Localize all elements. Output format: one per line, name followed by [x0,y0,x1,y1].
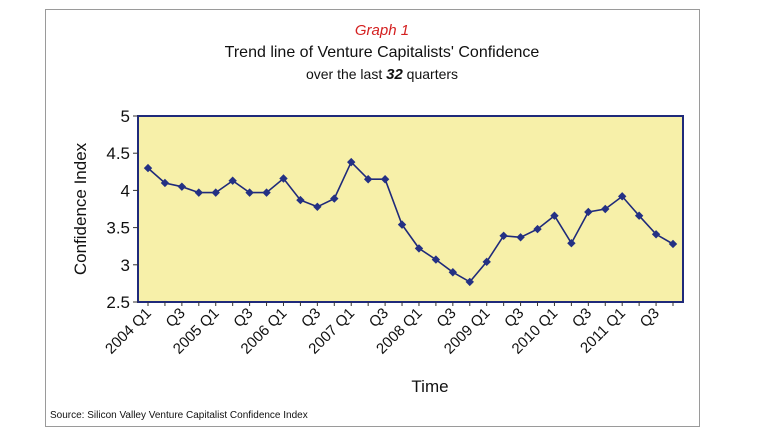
y-axis: 2.5 3 3.5 4 4.5 5 [106,107,138,312]
data-point [584,207,593,217]
graph-label: Graph 1 [354,22,410,39]
x-tick-label: Q3 [433,305,459,331]
x-tick-label: 2004 Q1 [102,305,155,358]
data-point [363,175,373,184]
data-point [313,202,322,211]
data-point [617,192,627,201]
data-point [228,176,237,185]
data-point [143,163,153,173]
data-point [431,255,441,264]
data-point [380,175,390,184]
data-point [651,230,661,239]
data-point [262,188,271,197]
data-point [160,178,170,188]
x-axis-title: Time [411,377,448,396]
data-point [516,233,525,242]
data-point [634,211,644,220]
data-point [567,239,576,248]
data-point [668,239,678,249]
data-point [397,220,407,229]
data-point [482,257,491,267]
data-point [465,277,474,287]
x-tick-label: Q3 [366,305,392,331]
data-point [601,204,610,214]
y-tick-label: 4 [121,181,130,200]
y-tick-label: 3 [121,256,130,275]
data-point [499,231,508,240]
data-point [245,188,254,197]
x-tick-label: Q3 [501,305,527,331]
data-point [194,188,204,197]
series-markers [143,157,678,287]
data-point [211,188,220,197]
data-point [296,195,305,205]
chart-title: Trend line of Venture Capitalists' Confi… [224,44,540,61]
data-point [347,157,356,167]
y-axis-title: Confidence Index [71,142,90,275]
subtitle-prefix: over the last [305,66,387,82]
subtitle-suffix: quarters [402,66,459,82]
x-tick-label: Q3 [637,305,663,331]
x-tick-label: Q3 [298,305,324,331]
chart-subtitle: over the last 32 quarters [0,66,764,83]
data-point [177,182,187,191]
x-tick-label: Q3 [163,305,189,331]
data-point [448,268,458,277]
y-tick-label: 5 [121,107,130,126]
data-point [330,194,339,203]
subtitle-number: 32 [386,66,403,83]
data-point [533,224,542,234]
series-line [147,160,674,283]
data-point [414,244,424,253]
data-point [550,211,559,220]
y-tick-label: 3.5 [106,219,130,238]
x-tick-label: Q3 [230,305,256,331]
source-note: Source: Silicon Valley Venture Capitalis… [50,410,308,421]
x-tick-label: Q3 [569,305,595,331]
y-tick-label: 2.5 [106,293,130,312]
plot-area [137,115,684,303]
y-tick-label: 4.5 [106,144,130,163]
data-point [279,174,288,183]
